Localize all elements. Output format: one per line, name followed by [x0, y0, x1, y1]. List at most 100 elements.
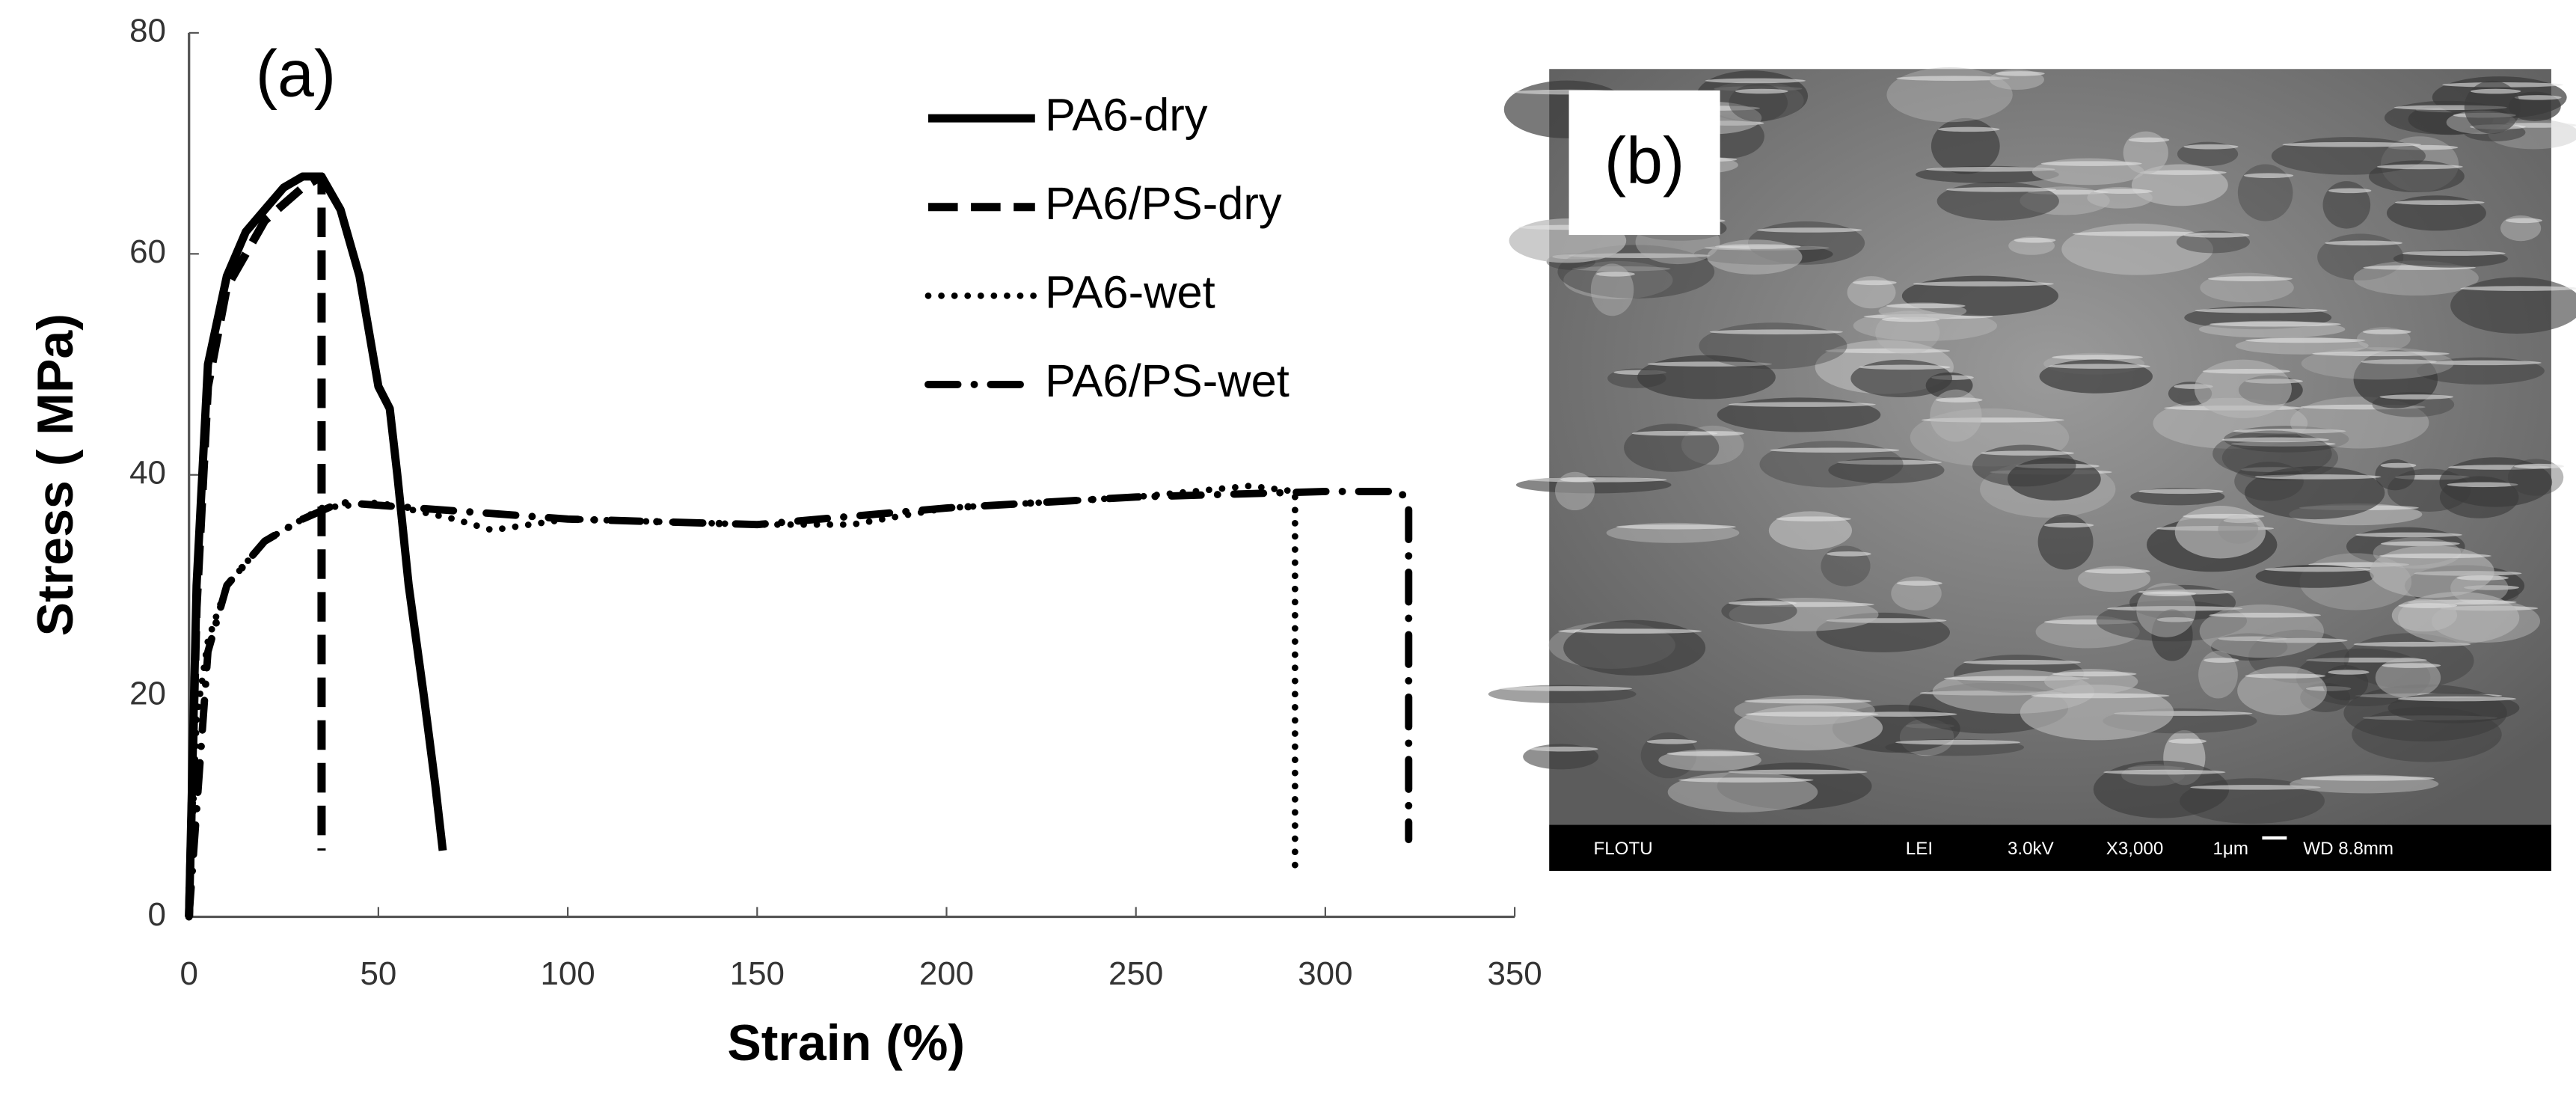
sem-texture	[1897, 581, 1942, 586]
sem-texture	[2085, 569, 2150, 574]
sem-info-bar	[1549, 824, 2551, 872]
sem-info-text: 3.0kV	[2008, 839, 2054, 859]
sem-texture	[2072, 231, 2209, 236]
sem-texture	[2379, 553, 2491, 559]
x-tick-label: 350	[1487, 955, 1542, 992]
y-tick-label: 20	[129, 676, 166, 712]
series-line	[185, 487, 1413, 921]
sem-texture	[2244, 466, 2385, 520]
sem-texture	[2464, 80, 2521, 134]
sem-texture	[1913, 281, 2054, 287]
sem-texture	[2237, 666, 2327, 716]
sem-texture	[1666, 751, 1760, 756]
sem-texture	[1530, 746, 1598, 752]
sem-texture	[2328, 670, 2370, 675]
sem-texture	[2322, 181, 2371, 229]
sem-texture	[2257, 637, 2348, 643]
sem-texture	[2245, 337, 2366, 343]
sem-texture	[1827, 551, 1871, 557]
sem-info-text: 1μm	[2213, 839, 2248, 859]
sem-texture	[2245, 673, 2326, 679]
sem-texture	[1896, 76, 2010, 81]
sem-texture	[1744, 698, 1871, 704]
sem-texture	[1926, 167, 2055, 172]
series-line	[185, 172, 326, 917]
sem-texture	[2264, 566, 2372, 572]
sem-texture	[1936, 397, 1983, 402]
sem-texture	[2043, 619, 2138, 625]
sem-texture	[2353, 641, 2471, 647]
sem-texture	[1709, 329, 1843, 334]
sem-texture	[2138, 489, 2224, 495]
sem-image-panel: (b) FLOTU LEI 3.0kV X3,000 1μm WD 8.8mm	[1488, 67, 2576, 872]
sem-texture	[2353, 350, 2438, 408]
sem-texture	[2380, 541, 2460, 546]
sem-texture	[1729, 402, 1876, 407]
sem-texture	[1631, 430, 1718, 436]
y-tick-label: 80	[129, 13, 166, 49]
sem-texture	[2370, 545, 2494, 599]
series-line	[185, 172, 447, 917]
legend: PA6-dry PA6/PS-dry PA6-wet PA6/PS-wet	[924, 89, 1289, 407]
sem-texture	[2156, 616, 2195, 622]
sem-texture	[1963, 659, 2081, 665]
sem-texture	[1616, 524, 1736, 530]
sem-texture	[2394, 200, 2485, 205]
sem-texture	[2052, 671, 2137, 677]
sem-texture	[2233, 428, 2346, 434]
sem-texture	[2290, 397, 2429, 449]
sem-texture	[1560, 477, 1596, 483]
sem-texture	[2450, 277, 2576, 334]
sem-texture	[1728, 600, 1797, 606]
x-tick-label: 200	[919, 955, 974, 992]
sem-texture	[2043, 522, 2094, 528]
sem-texture	[2052, 355, 2143, 360]
legend-label: PA6/PS-wet	[1045, 355, 1289, 407]
sem-texture	[2447, 482, 2518, 488]
sem-texture	[1574, 628, 1702, 634]
sem-texture	[1895, 739, 2021, 745]
sem-texture	[2382, 663, 2441, 668]
legend-label: PA6-dry	[1045, 89, 1208, 141]
sem-texture	[2209, 321, 2341, 327]
sem-texture	[2190, 785, 2321, 790]
sem-texture	[2037, 514, 2094, 570]
sem-texture	[1886, 67, 2013, 123]
sem-texture	[2470, 88, 2521, 94]
y-tick-label: 60	[129, 233, 166, 270]
sem-texture	[1837, 459, 1942, 465]
sem-texture	[2040, 161, 2142, 166]
sem-texture	[2398, 603, 2458, 608]
sem-texture	[1735, 88, 1788, 94]
sem-texture	[2506, 218, 2542, 224]
sem-texture	[2195, 307, 2328, 313]
sem-texture	[2376, 164, 2463, 170]
sem-texture	[2174, 506, 2266, 559]
sem-texture	[1930, 389, 1982, 442]
sem-texture	[2168, 738, 2207, 744]
sem-texture	[2402, 251, 2506, 256]
sem-texture	[2204, 658, 2239, 663]
sem-texture	[2031, 693, 2170, 699]
sem-texture	[1921, 417, 2065, 423]
sem-texture	[2183, 513, 2265, 519]
sem-texture	[2325, 240, 2402, 246]
sem-texture	[1825, 348, 1951, 354]
sem-texture	[2514, 95, 2562, 100]
sem-texture	[2180, 778, 2325, 824]
x-tick-label: 150	[730, 955, 785, 992]
sem-texture	[1705, 78, 1806, 84]
sem-texture	[2199, 604, 2324, 658]
sem-texture	[2207, 276, 2293, 281]
sem-info-text: LEI	[1906, 839, 1933, 859]
sem-texture	[1527, 477, 1667, 483]
sem-texture	[2397, 696, 2516, 702]
sem-texture	[2194, 359, 2292, 418]
sem-texture	[1745, 711, 1879, 717]
sem-texture	[1571, 266, 1671, 272]
sem-texture	[1946, 187, 2057, 192]
sem-texture	[2514, 463, 2564, 469]
sem-texture	[1637, 355, 1776, 400]
sem-texture	[2300, 776, 2435, 781]
